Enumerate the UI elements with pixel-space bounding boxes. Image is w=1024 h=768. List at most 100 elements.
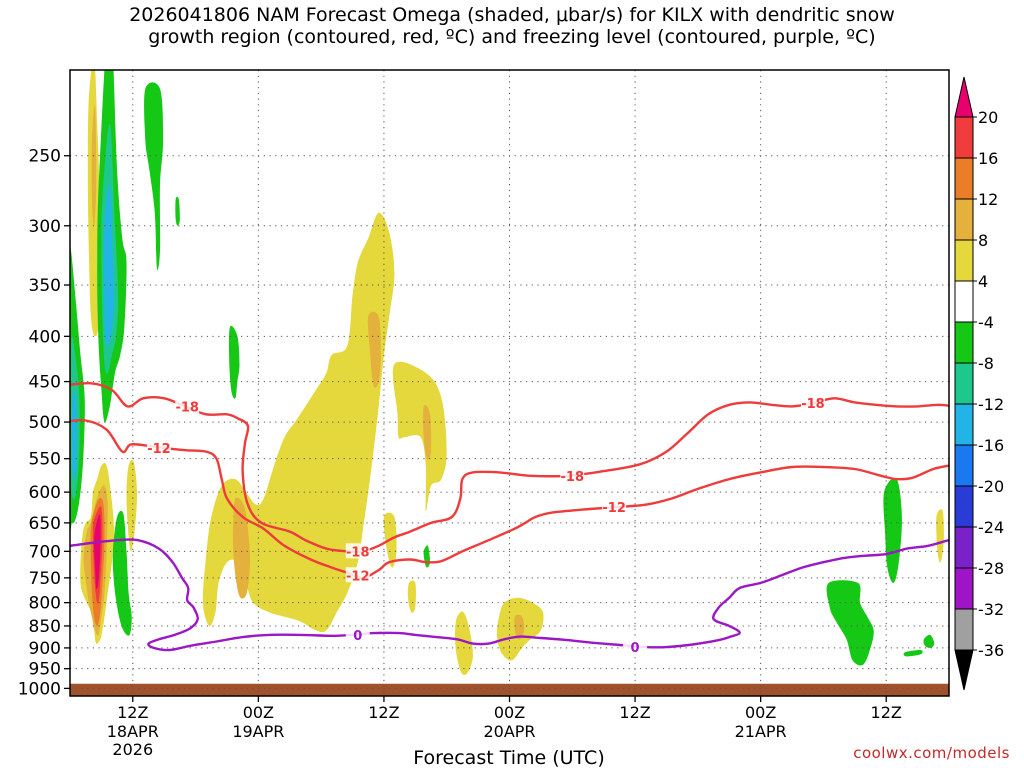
x-tick-label: 12Z xyxy=(117,703,148,722)
omega-region xyxy=(71,390,77,480)
colorbar-segment xyxy=(954,485,974,528)
colorbar-segment xyxy=(954,198,974,241)
colorbar-label: -12 xyxy=(978,395,1004,414)
omega-region xyxy=(455,611,473,675)
omega-region xyxy=(94,514,101,590)
colorbar-label: 16 xyxy=(978,149,998,168)
colorbar-label: -28 xyxy=(978,559,1004,578)
x-tick-label: 00Z xyxy=(243,703,274,722)
colorbar-segment xyxy=(954,526,974,569)
omega-region xyxy=(923,634,935,648)
x-tick-label: 00Z xyxy=(494,703,525,722)
y-tick-label: 650 xyxy=(29,514,61,534)
colorbar-segment xyxy=(954,116,974,159)
contour-line--18 xyxy=(70,381,949,554)
y-tick-label: 850 xyxy=(29,617,61,637)
colorbar-segment xyxy=(954,444,974,487)
colorbar-label: -20 xyxy=(978,477,1004,496)
colorbar-segment xyxy=(954,608,974,651)
colorbar-segment xyxy=(954,239,974,282)
y-tick-label: 950 xyxy=(29,660,61,680)
site-credit[interactable]: coolwx.com/models xyxy=(853,744,1010,762)
colorbar-label: -32 xyxy=(978,600,1004,619)
contour-line--12 xyxy=(70,419,949,580)
omega-region xyxy=(91,105,97,227)
contour-label-bg xyxy=(175,398,200,414)
colorbar-label: 4 xyxy=(978,272,988,291)
contour-label-bg xyxy=(146,440,171,456)
omega-region xyxy=(936,509,944,563)
omega-region xyxy=(367,311,381,388)
x-tick-label: 2026 xyxy=(112,740,153,759)
y-tick-label: 750 xyxy=(29,569,61,589)
ground-layer xyxy=(70,683,949,696)
colorbar-top-arrow xyxy=(954,76,974,118)
omega-region xyxy=(126,459,138,552)
colorbar-bottom-arrow xyxy=(954,649,974,691)
x-tick-label: 20APR xyxy=(483,722,535,741)
y-tick-label: 900 xyxy=(29,639,61,659)
omega-shading-layer xyxy=(70,70,944,675)
omega-region xyxy=(144,82,164,271)
contour-label-bg xyxy=(800,395,825,411)
contour-label: -12 xyxy=(346,569,370,584)
omega-region xyxy=(232,497,251,599)
omega-region xyxy=(392,361,447,512)
contour-label: -12 xyxy=(147,442,171,457)
colorbar-segment xyxy=(954,321,974,364)
omega-region xyxy=(112,510,132,636)
gridlines xyxy=(70,70,949,696)
colorbar-segment xyxy=(954,157,974,200)
contour-label-bg xyxy=(345,626,370,642)
y-tick-label: 400 xyxy=(29,327,61,347)
contour-label: -12 xyxy=(602,501,626,516)
omega-region xyxy=(407,580,416,613)
contour-label: -18 xyxy=(346,545,370,560)
colorbar-label: -24 xyxy=(978,518,1004,537)
contour-layer: -18 -18 -18 -18 -12 -12 -12 0 0 xyxy=(70,381,949,656)
omega-region xyxy=(104,184,115,347)
contour-label: -18 xyxy=(175,400,199,415)
chart-title-line2: growth region (contoured, red, ºC) and f… xyxy=(148,26,876,48)
omega-region xyxy=(826,580,874,666)
y-tick-label: 1000 xyxy=(18,679,61,699)
x-tick-label: 12Z xyxy=(871,703,902,722)
colorbar-label: 8 xyxy=(978,231,988,250)
contour-label-bg xyxy=(602,499,627,515)
x-tick-label: 12Z xyxy=(368,703,399,722)
colorbar-segment xyxy=(954,567,974,610)
omega-region xyxy=(423,404,432,460)
omega-region xyxy=(903,649,923,657)
y-tick-label: 700 xyxy=(29,542,61,562)
y-tick-label: 800 xyxy=(29,594,61,614)
contour-label: 0 xyxy=(631,641,640,656)
y-axis: 2503003504004505005506006507007508008509… xyxy=(18,147,70,699)
chart-title-line1: 2026041806 NAM Forecast Omega (shaded, μ… xyxy=(129,4,895,26)
x-tick-label: 21APR xyxy=(735,722,787,741)
contour-label: -18 xyxy=(561,470,585,485)
colorbar-segment xyxy=(954,362,974,405)
contour-label: 0 xyxy=(353,629,362,644)
contour-label-bg xyxy=(560,467,585,483)
colorbar-label: -16 xyxy=(978,436,1004,455)
y-tick-label: 250 xyxy=(29,147,61,167)
ground-surface xyxy=(70,683,949,696)
omega-region xyxy=(228,325,240,399)
y-tick-label: 300 xyxy=(29,217,61,237)
y-tick-label: 450 xyxy=(29,373,61,393)
contour-label: -18 xyxy=(801,397,825,412)
contour-label-bg xyxy=(345,543,370,559)
contour-line-0 xyxy=(70,538,949,652)
contour-label-bg xyxy=(623,639,648,655)
y-tick-label: 350 xyxy=(29,276,61,296)
colorbar-segment xyxy=(954,280,974,323)
omega-region xyxy=(423,545,431,568)
omega-region xyxy=(883,477,902,583)
y-tick-label: 600 xyxy=(29,483,61,503)
colorbar-label: -36 xyxy=(978,641,1004,660)
colorbar-label: -8 xyxy=(978,354,994,373)
colorbar-label: 12 xyxy=(978,190,998,209)
omega-region xyxy=(514,614,525,640)
